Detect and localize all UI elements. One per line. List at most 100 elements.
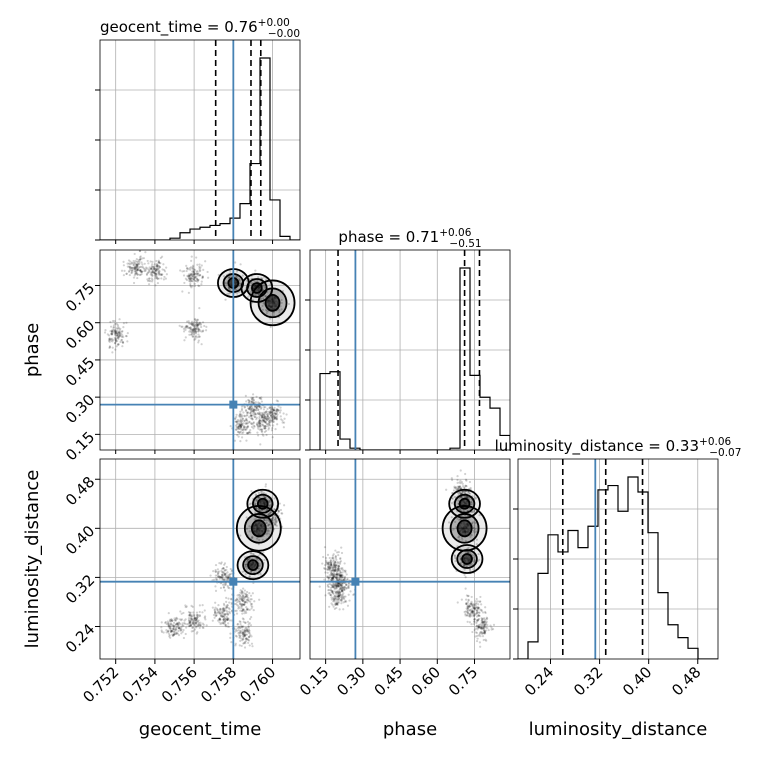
scatter-point — [141, 265, 144, 268]
scatter-point — [121, 341, 125, 344]
scatter-point — [338, 592, 342, 595]
scatter-point — [221, 570, 225, 574]
scatter-point — [223, 621, 227, 624]
scatter-point — [345, 583, 348, 586]
scatter-point — [220, 576, 223, 579]
scatter-point — [253, 600, 256, 603]
scatter-point — [220, 615, 223, 618]
scatter-point — [267, 412, 271, 416]
scatter-point — [483, 632, 486, 635]
scatter-point — [267, 428, 270, 431]
scatter-point — [213, 578, 216, 581]
scatter-point — [330, 577, 334, 581]
scatter-point — [258, 598, 261, 601]
scatter-point — [187, 274, 190, 277]
scatter-point — [239, 591, 242, 594]
scatter-point — [258, 425, 261, 429]
scatter-point — [115, 332, 119, 335]
scatter-point — [193, 268, 197, 271]
scatter-point — [275, 410, 278, 413]
scatter-point — [128, 265, 131, 268]
scatter-point — [258, 420, 261, 423]
scatter-point — [346, 578, 349, 581]
scatter-point — [239, 414, 242, 418]
scatter-point — [219, 612, 222, 615]
scatter-point — [332, 586, 335, 589]
panel-frame — [99, 249, 301, 451]
scatter-point — [151, 274, 154, 277]
scatter-point — [345, 573, 348, 576]
scatter-point — [250, 425, 254, 429]
scatter-point — [248, 430, 251, 434]
scatter-point — [274, 516, 277, 519]
scatter-point — [242, 424, 245, 427]
panel-frame — [99, 458, 301, 660]
scatter-point — [328, 591, 331, 595]
scatter-point — [456, 474, 459, 478]
scatter-point — [243, 600, 246, 604]
scatter-point — [117, 336, 120, 339]
scatter-point — [486, 627, 489, 630]
scatter-point — [484, 611, 487, 615]
scatter-point — [136, 263, 139, 266]
scatter-point — [198, 321, 201, 325]
scatter-point — [281, 421, 284, 424]
scatter-point — [461, 490, 464, 493]
scatter-point — [222, 617, 226, 621]
scatter-point — [334, 573, 338, 576]
scatter-point — [191, 626, 194, 629]
scatter-point — [492, 623, 496, 627]
scatter-point — [255, 558, 259, 561]
scatter-point — [244, 630, 247, 633]
scatter-point — [173, 617, 176, 620]
scatter-point — [167, 612, 170, 615]
scatter-point — [326, 568, 329, 572]
scatter-point — [238, 625, 241, 628]
scatter-point — [243, 631, 246, 634]
marginal-group-phase — [310, 250, 510, 450]
scatter-point — [242, 596, 245, 599]
scatter-point — [222, 567, 225, 570]
scatter-point — [187, 326, 191, 329]
scatter-point — [255, 499, 258, 502]
scatter-point — [224, 620, 227, 623]
scatter-point — [473, 628, 476, 632]
scatter-point — [188, 274, 191, 278]
scatter-point — [139, 255, 142, 258]
scatter-point — [190, 277, 193, 280]
scatter-point — [469, 535, 472, 538]
scatter-point — [472, 606, 476, 610]
scatter-point — [145, 266, 148, 269]
scatter-point — [235, 421, 239, 424]
scatter-point — [259, 419, 262, 422]
scatter-point — [323, 567, 326, 570]
scatter-point — [117, 337, 120, 341]
scatter-point — [463, 486, 466, 489]
scatter-point — [246, 630, 249, 633]
scatter-point — [185, 325, 188, 328]
scatter-point — [139, 269, 142, 272]
scatter-point — [248, 557, 251, 560]
scatter-point — [264, 406, 267, 409]
scatter-point — [148, 270, 151, 273]
scatter-point — [339, 575, 342, 578]
scatter-point — [263, 414, 267, 418]
scatter-point — [128, 269, 131, 272]
scatter-point — [334, 566, 337, 569]
joint-group-geocent_time-luminosity_distance — [100, 459, 300, 659]
scatter-point — [329, 586, 333, 589]
scatter-point — [192, 270, 195, 273]
scatter-point — [243, 597, 246, 600]
scatter-point — [195, 256, 198, 259]
scatter-point — [266, 524, 270, 527]
scatter-point — [186, 275, 190, 278]
scatter-point — [239, 424, 242, 427]
scatter-point — [263, 406, 266, 409]
scatter-point — [468, 605, 471, 608]
scatter-point — [477, 606, 481, 610]
scatter-point — [475, 602, 478, 605]
scatter-point — [339, 574, 342, 577]
scatter-point — [214, 611, 217, 614]
scatter-point — [238, 431, 241, 435]
scatter-point — [242, 633, 245, 636]
